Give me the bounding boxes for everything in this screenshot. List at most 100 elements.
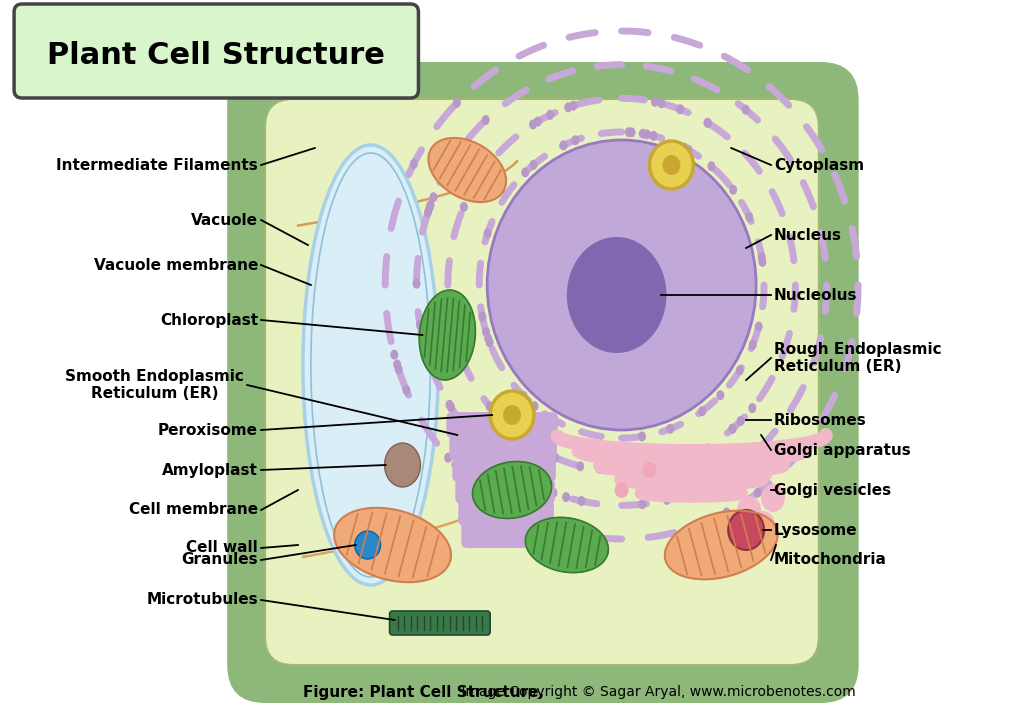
Text: Peroxisome: Peroxisome [158,422,258,437]
Text: Image Copyright © Sagar Aryal, www.microbenotes.com: Image Copyright © Sagar Aryal, www.micro… [458,685,856,699]
Ellipse shape [532,202,541,212]
Ellipse shape [698,406,707,416]
FancyBboxPatch shape [446,412,558,438]
Ellipse shape [453,98,461,108]
Ellipse shape [726,467,734,477]
Ellipse shape [681,142,688,153]
Ellipse shape [419,332,426,342]
Ellipse shape [651,97,659,107]
Ellipse shape [416,320,424,330]
Ellipse shape [628,127,636,137]
Ellipse shape [484,333,493,343]
Text: Vacuole: Vacuole [191,213,258,228]
Ellipse shape [728,510,764,550]
Ellipse shape [483,228,492,238]
Ellipse shape [729,424,736,434]
Ellipse shape [657,98,666,108]
Ellipse shape [759,256,766,266]
Ellipse shape [559,140,567,150]
Ellipse shape [521,168,529,178]
Ellipse shape [562,492,570,502]
Ellipse shape [676,105,684,115]
Ellipse shape [490,391,534,439]
Ellipse shape [478,311,486,321]
Ellipse shape [687,523,695,533]
Ellipse shape [585,531,593,541]
Ellipse shape [749,339,757,349]
Polygon shape [472,462,552,518]
Ellipse shape [385,443,421,487]
Text: Microtubules: Microtubules [146,593,258,607]
Ellipse shape [393,359,401,369]
Ellipse shape [546,110,554,120]
Polygon shape [665,511,777,579]
Ellipse shape [642,462,656,478]
Ellipse shape [485,337,494,347]
Ellipse shape [717,390,724,400]
Ellipse shape [546,205,554,215]
Ellipse shape [741,105,750,115]
Ellipse shape [729,185,737,195]
Ellipse shape [410,159,418,169]
Ellipse shape [663,495,671,505]
Ellipse shape [487,140,756,430]
Ellipse shape [402,385,411,395]
Polygon shape [525,518,608,573]
FancyBboxPatch shape [14,4,419,98]
Ellipse shape [745,212,754,222]
Text: Nucleolus: Nucleolus [774,288,857,302]
Ellipse shape [594,533,602,543]
Ellipse shape [558,183,566,193]
FancyBboxPatch shape [265,99,819,665]
Ellipse shape [703,118,712,128]
Text: Mitochondria: Mitochondria [774,553,887,568]
Ellipse shape [529,160,538,170]
Ellipse shape [551,453,559,463]
Ellipse shape [663,155,680,175]
Ellipse shape [447,402,455,412]
Ellipse shape [427,200,434,210]
Ellipse shape [429,365,436,375]
Ellipse shape [625,127,633,137]
Ellipse shape [413,279,421,289]
Ellipse shape [481,115,489,125]
Ellipse shape [519,391,527,401]
Ellipse shape [577,461,584,471]
Ellipse shape [429,192,437,202]
Ellipse shape [543,521,551,531]
Ellipse shape [564,102,572,112]
Ellipse shape [445,400,454,410]
Ellipse shape [303,145,438,585]
Ellipse shape [465,474,473,484]
Text: Figure: Plant Cell Structure,: Figure: Plant Cell Structure, [303,684,544,700]
Ellipse shape [684,145,692,155]
Ellipse shape [550,488,557,498]
Ellipse shape [444,453,453,463]
Ellipse shape [755,321,763,332]
Ellipse shape [672,458,679,468]
Ellipse shape [354,531,381,559]
Polygon shape [428,138,506,202]
Text: Rough Endoplasmic
Reticulum (ER): Rough Endoplasmic Reticulum (ER) [774,342,942,374]
Ellipse shape [736,365,743,375]
Ellipse shape [482,327,490,337]
Ellipse shape [682,453,690,463]
Ellipse shape [667,424,674,434]
Text: Golgi vesicles: Golgi vesicles [774,483,891,498]
Ellipse shape [728,424,736,434]
Ellipse shape [751,511,775,539]
Ellipse shape [426,203,433,213]
Ellipse shape [458,352,465,362]
Ellipse shape [499,416,506,426]
Ellipse shape [553,197,561,207]
Ellipse shape [758,252,766,262]
Text: Ribosomes: Ribosomes [774,412,866,427]
Ellipse shape [447,316,455,326]
Ellipse shape [569,101,578,111]
Text: Smooth Endoplasmic
Reticulum (ER): Smooth Endoplasmic Reticulum (ER) [66,369,244,401]
Ellipse shape [450,328,458,338]
Ellipse shape [737,496,761,524]
Ellipse shape [538,446,546,456]
Ellipse shape [708,161,716,171]
FancyBboxPatch shape [459,500,554,526]
